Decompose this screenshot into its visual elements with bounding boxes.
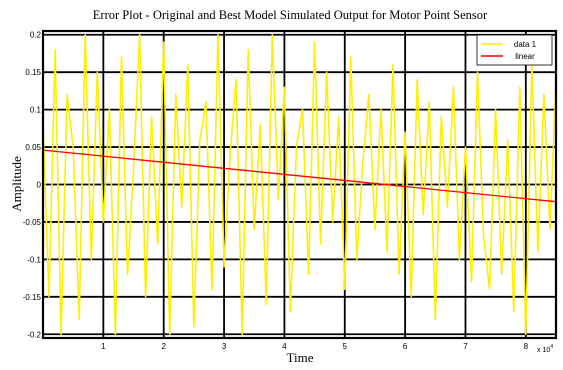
y-tick-label-1: 0.15	[25, 68, 41, 77]
x-tick-label-7: 8	[524, 342, 529, 351]
x-tick-label-1: 2	[161, 342, 166, 351]
series-line-linear	[42, 149, 557, 203]
x-tick-label-2: 3	[222, 342, 227, 351]
x-tick-label-0: 1	[101, 342, 106, 351]
plot-frame	[41, 29, 558, 340]
series-layer	[42, 33, 557, 336]
legend-box	[476, 34, 553, 66]
x-multiplier-exponent: 4	[550, 344, 553, 350]
x-axis-label: Time	[287, 350, 314, 365]
y-tick-label-3: 0.05	[25, 143, 41, 152]
y-tick-label-7: -0.15	[23, 293, 42, 302]
legend-entry-0: data 1	[514, 40, 537, 49]
x-tick-label-6: 7	[463, 342, 468, 351]
x-tick-label-4: 5	[343, 342, 348, 351]
tick-labels: 1 2 3 4 5 6 7 8 0.2 0.15 0.1 0.05 0 -0.05 -0.1 -0.15 -0.…	[23, 31, 529, 351]
y-tick-label-8: -0.2	[27, 330, 41, 339]
y-tick-label-4: 0	[37, 181, 42, 190]
legend: data 1 linear	[476, 34, 553, 66]
y-tick-label-0: 0.2	[30, 31, 42, 40]
y-axis-label: Amplitude	[9, 156, 24, 212]
y-tick-label-6: -0.1	[27, 255, 41, 264]
y-tick-label-2: 0.1	[30, 106, 42, 115]
series-line-data-1	[42, 33, 557, 336]
legend-entry-1: linear	[515, 52, 535, 61]
chart-title: Error Plot - Original and Best Model Sim…	[93, 8, 488, 22]
x-tick-label-3: 4	[282, 342, 287, 351]
grid-lines	[43, 31, 556, 338]
y-tick-label-5: -0.05	[23, 218, 42, 227]
x-tick-label-5: 6	[403, 342, 408, 351]
x-multiplier-label: x 104	[537, 344, 553, 354]
